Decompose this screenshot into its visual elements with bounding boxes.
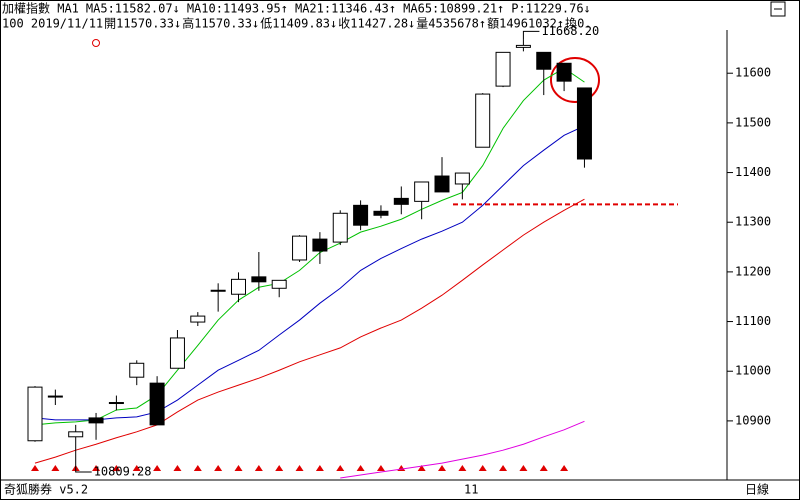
- info-item: 收11427.28↓: [338, 17, 415, 31]
- signal-marker: [295, 465, 304, 471]
- header-item: MA10:11493.95↑: [187, 2, 288, 16]
- y-tick-label: 11500: [735, 115, 771, 129]
- signal-marker: [376, 465, 385, 471]
- signal-marker: [397, 465, 406, 471]
- ma-line: [34, 198, 585, 464]
- candle-body: [210, 289, 226, 292]
- candle-body: [353, 204, 369, 226]
- signal-marker: [214, 465, 223, 471]
- signal-marker: [438, 465, 446, 471]
- candle-body: [129, 362, 145, 378]
- y-tick-label: 11200: [735, 264, 771, 278]
- candle-body: [149, 382, 165, 426]
- candle-body: [495, 51, 511, 87]
- header-item: MA65:10899.21↑: [403, 2, 504, 16]
- signal-marker: [132, 465, 141, 471]
- marker-circle: [92, 39, 100, 47]
- signal-marker: [275, 465, 284, 471]
- candle-body: [251, 276, 267, 283]
- candle-body: [292, 235, 308, 261]
- signal-marker: [417, 465, 426, 471]
- candle-body: [27, 386, 43, 442]
- signal-marker: [173, 465, 182, 471]
- y-tick-label: 11400: [735, 165, 771, 179]
- header-item: P:11229.76↓: [511, 2, 590, 16]
- info-item: 量4535678↑: [416, 17, 486, 31]
- signal-marker: [153, 465, 162, 471]
- info-item: 換0.: [565, 17, 591, 31]
- info-item: 高11570.33↓: [182, 16, 259, 31]
- signal-marker: [458, 465, 467, 471]
- y-tick-label: 11300: [735, 215, 771, 229]
- candle-body: [108, 402, 124, 405]
- signal-marker: [499, 465, 508, 471]
- candle-body: [434, 175, 450, 193]
- signal-marker: [92, 465, 101, 471]
- footer-right: 日線: [745, 482, 769, 497]
- candle-body: [475, 93, 491, 148]
- signal-marker: [560, 465, 569, 471]
- info-item: 100 2019/11/11: [2, 17, 103, 31]
- candle-body: [190, 315, 206, 323]
- candle-body: [88, 417, 104, 424]
- candle-body: [271, 279, 287, 289]
- annotation: 11668.20: [541, 24, 599, 38]
- candle-body: [169, 337, 185, 369]
- header-item: MA5:11582.07↓: [86, 2, 180, 16]
- signal-marker: [539, 465, 548, 471]
- signal-marker: [51, 465, 60, 471]
- annotation: 10809.28: [94, 464, 152, 478]
- signal-marker: [254, 465, 263, 471]
- signal-marker: [356, 465, 365, 471]
- signal-marker: [112, 465, 121, 471]
- signal-marker: [478, 465, 487, 471]
- annotation-leader: [75, 465, 92, 473]
- candle-body: [454, 172, 470, 185]
- signal-marker: [336, 465, 345, 471]
- candle-body: [312, 238, 328, 252]
- candle-body: [393, 197, 409, 205]
- header-item: 加權指數 MA1: [2, 1, 79, 16]
- x-marker: 11: [464, 483, 478, 497]
- info-item: 額14961032↑: [487, 17, 564, 31]
- candle-body: [231, 278, 246, 295]
- signal-marker: [315, 465, 324, 471]
- candle-body: [373, 210, 389, 216]
- signal-marker: [234, 465, 243, 471]
- candle-body: [47, 395, 63, 398]
- info-item: 開11570.33↓: [104, 17, 181, 31]
- header-item: MA21:11346.43↑: [295, 2, 396, 16]
- y-tick-label: 10900: [735, 413, 771, 427]
- signal-marker: [519, 465, 528, 471]
- candle-body: [536, 51, 552, 70]
- candle-body: [515, 44, 531, 48]
- ma-line: [34, 67, 585, 426]
- highlight-circle: [550, 57, 600, 103]
- y-tick-label: 11600: [735, 66, 771, 80]
- ma-line: [340, 420, 585, 479]
- candle-body: [68, 431, 84, 438]
- annotation-leader: [522, 30, 540, 40]
- info-item: 低11409.83↓: [260, 17, 337, 31]
- candle-body: [556, 62, 572, 82]
- signal-marker: [31, 465, 39, 471]
- candle-body: [332, 212, 348, 243]
- ma-line: [34, 125, 585, 421]
- candle-body: [414, 181, 430, 202]
- candle-body: [576, 87, 592, 160]
- footer-left: 奇狐勝券 v5.2: [4, 482, 88, 497]
- y-tick-label: 11100: [735, 314, 771, 328]
- signal-marker: [193, 465, 202, 471]
- y-tick-label: 11000: [735, 364, 771, 378]
